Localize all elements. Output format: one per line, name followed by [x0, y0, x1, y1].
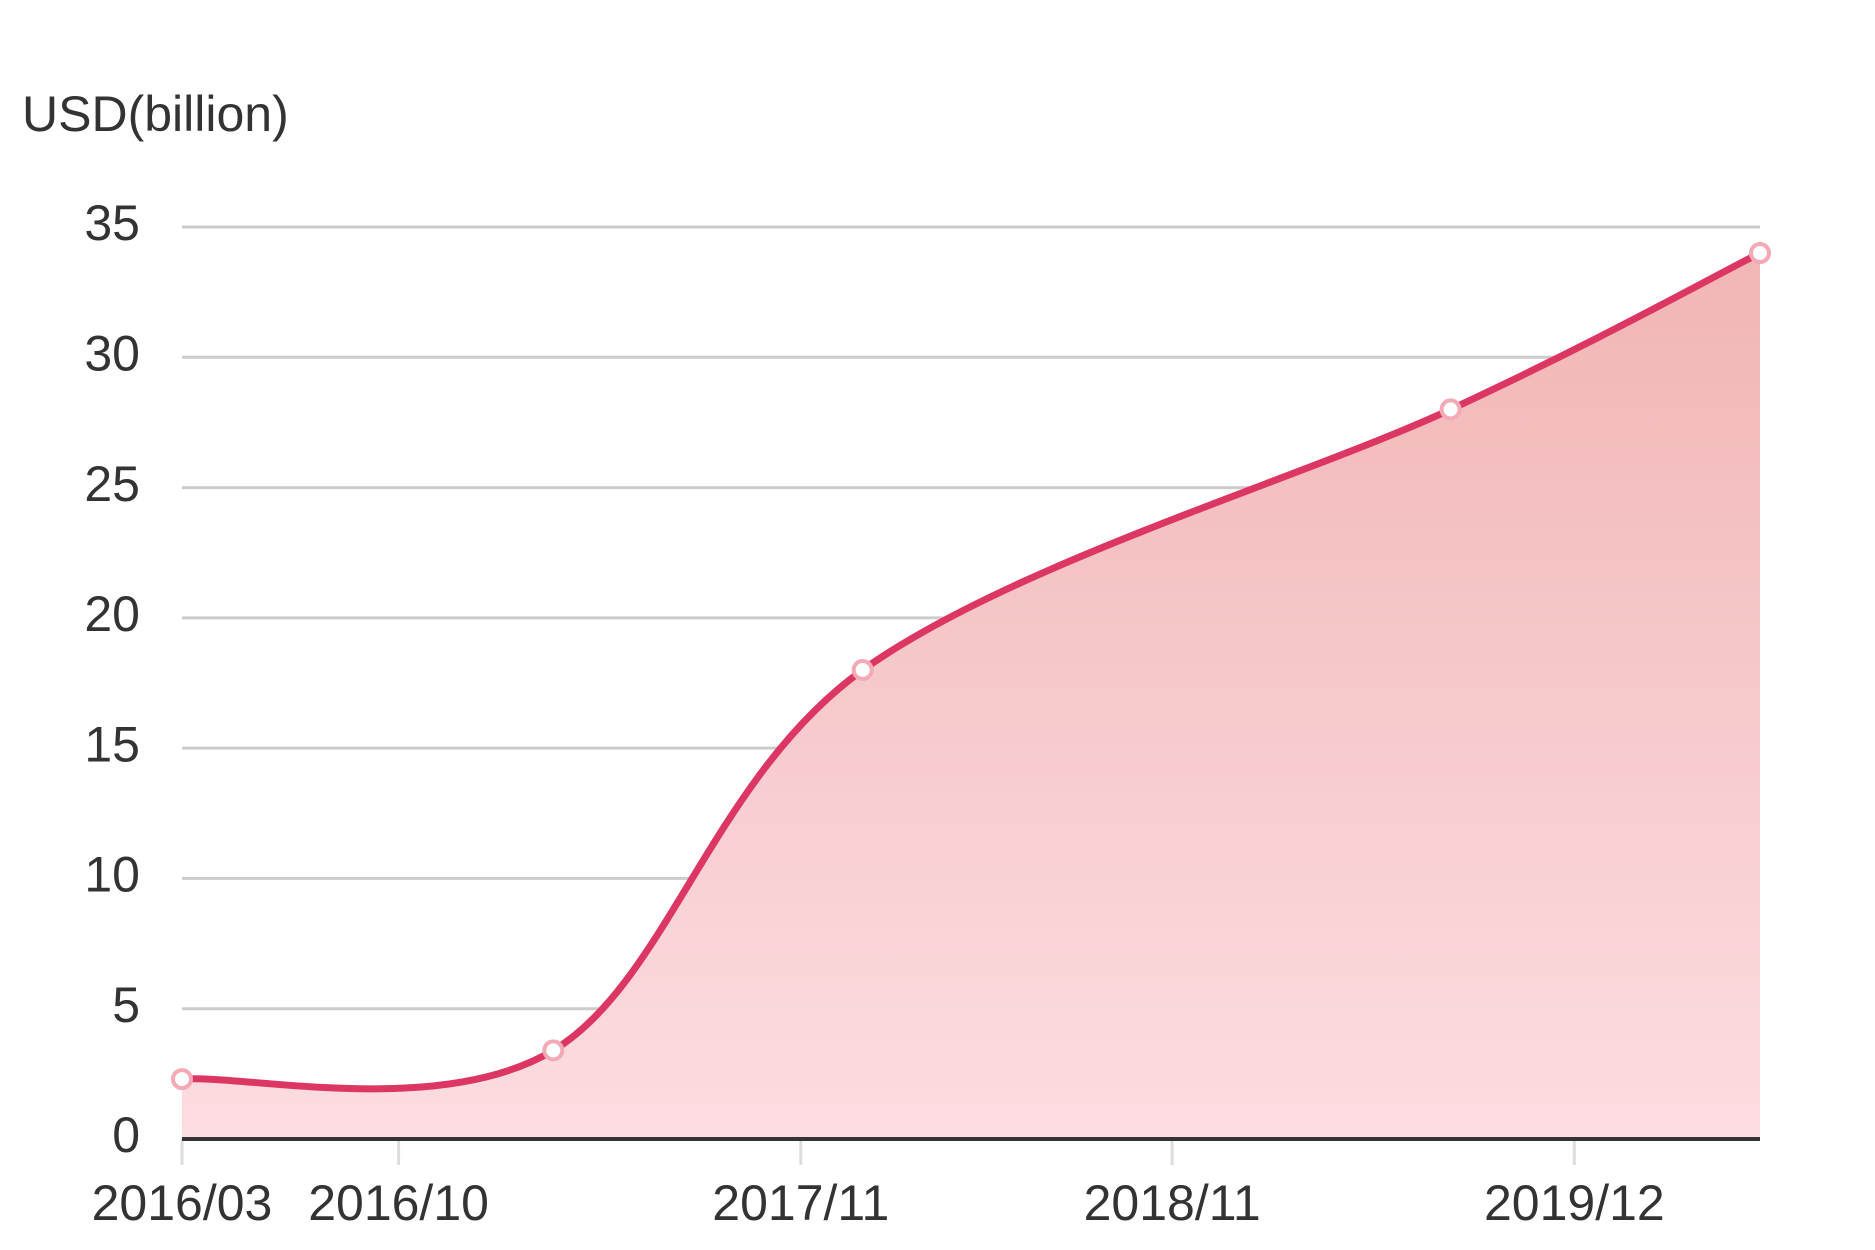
y-tick-label: 0: [112, 1107, 140, 1163]
point: [1749, 242, 1771, 265]
x-tick-label: 2016/10: [308, 1175, 489, 1231]
area-fill: [182, 253, 1760, 1140]
x-tick-label: 2018/11: [1084, 1175, 1261, 1231]
x-tick-label: 2016/03: [92, 1175, 273, 1231]
x-tick-label: 2017/11: [712, 1175, 889, 1231]
y-tick-label: 20: [84, 586, 140, 642]
point: [851, 658, 874, 681]
x-tick-label: 2019/12: [1484, 1175, 1665, 1231]
point: [1439, 398, 1462, 421]
y-tick-label: 15: [84, 716, 140, 772]
y-tick-label: 25: [84, 456, 140, 512]
y-tick-label: 35: [84, 195, 140, 251]
y-tick-label: 30: [84, 325, 140, 381]
y-axis-label: USD(billion): [22, 86, 289, 142]
y-tick-label: 5: [112, 977, 140, 1033]
point: [171, 1068, 193, 1091]
point: [542, 1039, 565, 1062]
y-tick-label: 10: [84, 847, 140, 903]
